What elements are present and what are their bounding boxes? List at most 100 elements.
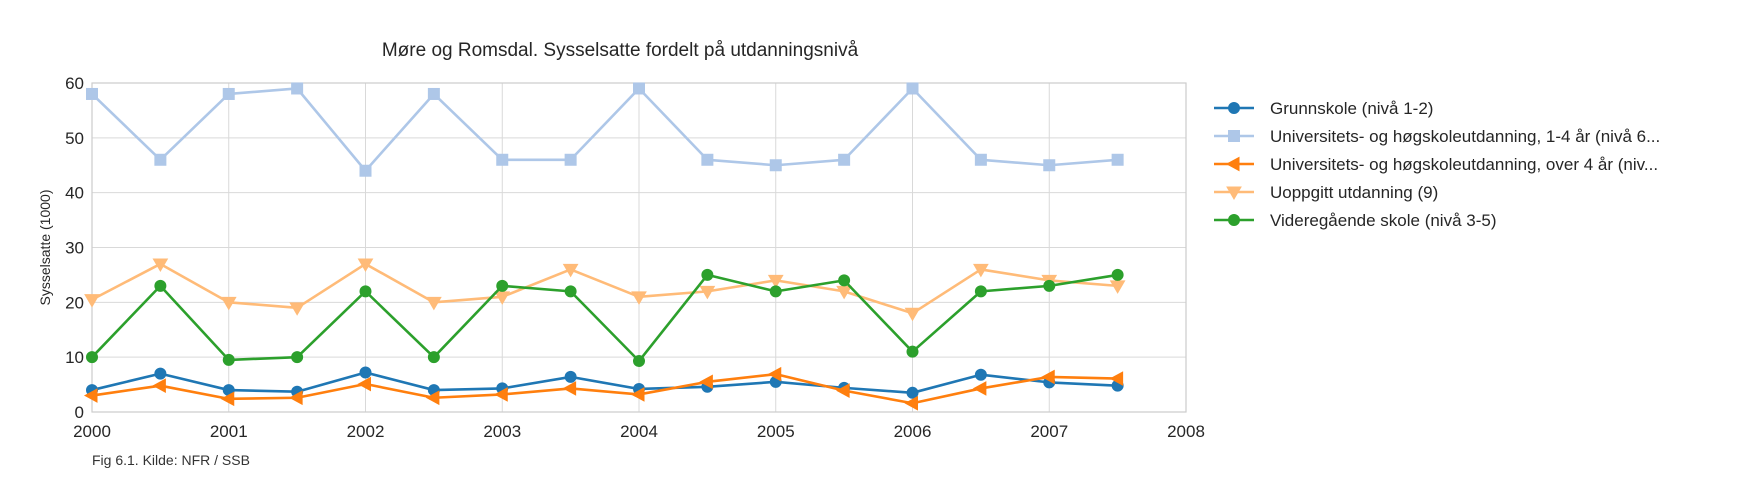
data-point [1111, 153, 1124, 166]
y-tick-label: 10 [65, 348, 84, 367]
data-point [564, 370, 577, 383]
data-point [496, 153, 509, 166]
y-tick-label: 0 [75, 403, 84, 422]
data-point [633, 355, 645, 368]
data-point [427, 87, 440, 100]
legend-entry: Uoppgitt utdanning (9) [1214, 183, 1438, 202]
legend-marker [1228, 102, 1240, 114]
data-point [974, 285, 987, 298]
data-point [357, 258, 374, 272]
figure-caption: Fig 6.1. Kilde: NFR / SSB [92, 452, 250, 468]
data-point [291, 82, 304, 95]
y-tick-label: 20 [65, 293, 84, 312]
series-3 [83, 366, 1124, 411]
data-point [222, 87, 235, 100]
x-tick-label: 2004 [620, 422, 658, 441]
data-point [152, 378, 166, 394]
y-tick-label: 60 [65, 74, 84, 93]
y-axis-label: Sysselsatte (1000) [37, 190, 53, 306]
data-point [1111, 268, 1124, 281]
x-tick-label: 2001 [210, 422, 248, 441]
series-line [91, 371, 1118, 395]
data-point [836, 383, 850, 398]
legend-marker [1226, 186, 1242, 200]
data-point [154, 153, 167, 166]
y-tick-label: 40 [65, 184, 84, 203]
y-tick-label: 50 [65, 129, 84, 148]
legend-label: Universitets- og høgskoleutdanning, 1-4 … [1270, 127, 1660, 146]
data-point [494, 387, 508, 402]
x-tick-label: 2006 [894, 422, 932, 441]
series-layer [83, 82, 1126, 411]
x-tick-label: 2000 [73, 422, 111, 441]
legend-entry: Grunnskole (nivå 1-2) [1214, 99, 1433, 118]
legend: Grunnskole (nivå 1-2) Universitets- og hø… [1214, 99, 1660, 230]
data-point [154, 367, 167, 380]
data-point [1041, 369, 1055, 385]
x-axis: 2000 2001 2002 2003 2004 2005 2006 2007 2008 [73, 422, 1205, 441]
legend-marker [1228, 214, 1240, 226]
data-point [289, 390, 303, 406]
data-point [222, 353, 235, 366]
data-point [973, 263, 989, 278]
series-line [91, 372, 1118, 405]
data-point [86, 351, 98, 364]
data-point [1109, 280, 1126, 294]
data-point [699, 285, 716, 300]
series-1 [86, 366, 1124, 399]
legend-entry: Universitets- og høgskoleutdanning, 1-4 … [1214, 127, 1660, 146]
data-point [359, 366, 372, 379]
data-point [220, 391, 235, 407]
series-line [91, 262, 1118, 315]
data-point [562, 263, 579, 278]
data-point [564, 285, 577, 298]
data-point [838, 153, 851, 166]
data-point [630, 387, 645, 402]
legend-label: Uoppgitt utdanning (9) [1270, 183, 1438, 202]
x-tick-label: 2003 [483, 422, 521, 441]
data-point [974, 153, 987, 166]
y-tick-label: 30 [65, 239, 84, 258]
data-point [904, 307, 921, 322]
data-point [425, 390, 440, 406]
x-tick-label: 2008 [1167, 422, 1205, 441]
legend-label: Videregående skole (nivå 3-5) [1270, 211, 1497, 230]
data-point [767, 274, 784, 289]
data-point [904, 395, 918, 411]
data-point [359, 164, 372, 177]
series-5 [86, 268, 1124, 368]
data-point [562, 381, 577, 396]
data-point [769, 159, 782, 172]
legend-marker [1228, 130, 1240, 142]
data-point [291, 351, 304, 364]
x-tick-label: 2007 [1030, 422, 1068, 441]
legend-marker [1225, 156, 1240, 172]
data-point [359, 285, 372, 298]
data-point [769, 285, 782, 298]
chart-title: Møre og Romsdal. Sysselsatte fordelt på … [382, 40, 859, 61]
data-point [972, 381, 987, 396]
legend-label: Grunnskole (nivå 1-2) [1270, 99, 1433, 118]
data-point [701, 268, 714, 281]
data-point [701, 153, 714, 166]
data-point [289, 302, 305, 316]
data-point [1043, 159, 1056, 172]
data-point [152, 258, 169, 272]
data-point [906, 82, 919, 95]
data-point [974, 368, 987, 381]
legend-entry: Videregående skole (nivå 3-5) [1214, 211, 1497, 230]
data-point [631, 291, 647, 305]
data-point [83, 388, 98, 403]
data-point [906, 345, 919, 358]
data-point [426, 296, 442, 311]
data-point [427, 351, 440, 364]
x-tick-label: 2005 [757, 422, 795, 441]
data-point [699, 374, 713, 390]
data-point [84, 294, 100, 308]
series-line [91, 273, 1118, 363]
series-2 [86, 82, 1124, 177]
data-point [1109, 371, 1124, 386]
data-point [357, 376, 371, 392]
x-tick-label: 2002 [347, 422, 385, 441]
